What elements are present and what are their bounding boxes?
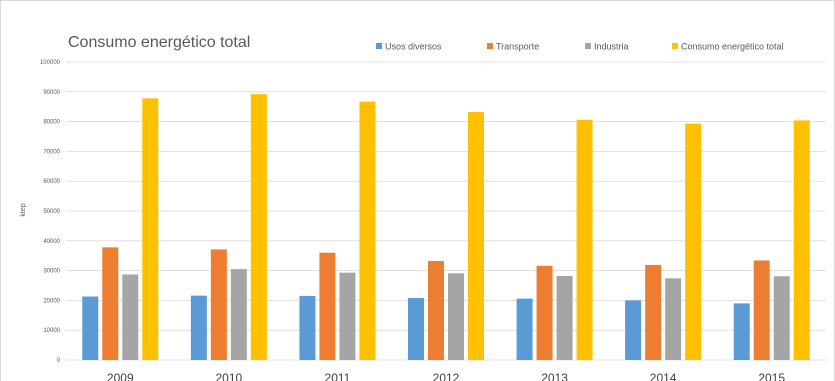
bar	[122, 274, 139, 360]
x-tick-label: 2010	[216, 371, 243, 381]
x-tick-label: 2012	[433, 371, 460, 381]
y-tick-label: 90000	[43, 90, 60, 96]
bar	[82, 296, 99, 360]
bar	[625, 300, 642, 360]
y-tick-label: 0	[57, 358, 61, 364]
legend-swatch	[376, 43, 382, 49]
bar	[428, 261, 444, 360]
bar	[102, 247, 119, 360]
bar	[536, 265, 553, 360]
legend-swatch	[672, 43, 678, 49]
bar	[339, 272, 356, 360]
y-tick-label: 100000	[40, 60, 61, 66]
y-tick-label: 40000	[43, 239, 60, 245]
x-tick-label: 2013	[541, 371, 568, 381]
x-axis-ticks: 2009 2010 2011 2012 2013 2014 2015	[107, 371, 785, 381]
chart-title: Consumo energético total	[68, 34, 250, 51]
bar	[230, 269, 247, 360]
x-tick-label: 2009	[107, 371, 134, 381]
bar	[142, 98, 159, 360]
bar	[753, 260, 770, 360]
bar	[733, 303, 750, 360]
bar	[645, 264, 662, 360]
x-tick-label: 2014	[650, 371, 677, 381]
bar	[793, 120, 810, 361]
bar	[576, 119, 593, 360]
y-tick-label: 30000	[43, 269, 60, 275]
legend-label: Industria	[594, 42, 629, 52]
legend-swatch	[487, 43, 493, 49]
bar	[516, 298, 533, 360]
bar	[250, 94, 267, 361]
bar	[773, 276, 790, 360]
bar	[685, 123, 702, 360]
bar	[319, 252, 336, 360]
bars	[82, 94, 810, 361]
legend: Usos diversos Transporte Industria Consumo …	[376, 42, 784, 52]
y-tick-label: 10000	[43, 328, 60, 334]
legend-label: Usos diversos	[385, 42, 442, 52]
legend-label: Transporte	[496, 42, 539, 52]
bar	[299, 295, 316, 360]
y-axis-label: ktep	[20, 203, 27, 216]
bar	[210, 249, 227, 360]
legend-swatch	[585, 43, 591, 49]
bar	[468, 112, 484, 361]
bar	[448, 273, 464, 360]
bar	[359, 101, 376, 360]
legend-label: Consumo energético total	[681, 42, 784, 52]
y-axis-ticks: 0 10000 20000 30000 40000 50000 60000 70000 8000…	[40, 60, 61, 364]
bar	[665, 278, 682, 360]
y-tick-label: 50000	[43, 209, 60, 215]
y-tick-label: 60000	[43, 179, 60, 185]
y-tick-label: 80000	[43, 120, 60, 126]
x-tick-label: 2011	[325, 371, 351, 381]
bar	[190, 295, 207, 360]
x-tick-label: 2015	[758, 371, 785, 381]
y-tick-label: 20000	[43, 298, 60, 304]
y-tick-label: 70000	[43, 149, 60, 155]
bar	[408, 298, 424, 360]
bar	[556, 275, 573, 360]
